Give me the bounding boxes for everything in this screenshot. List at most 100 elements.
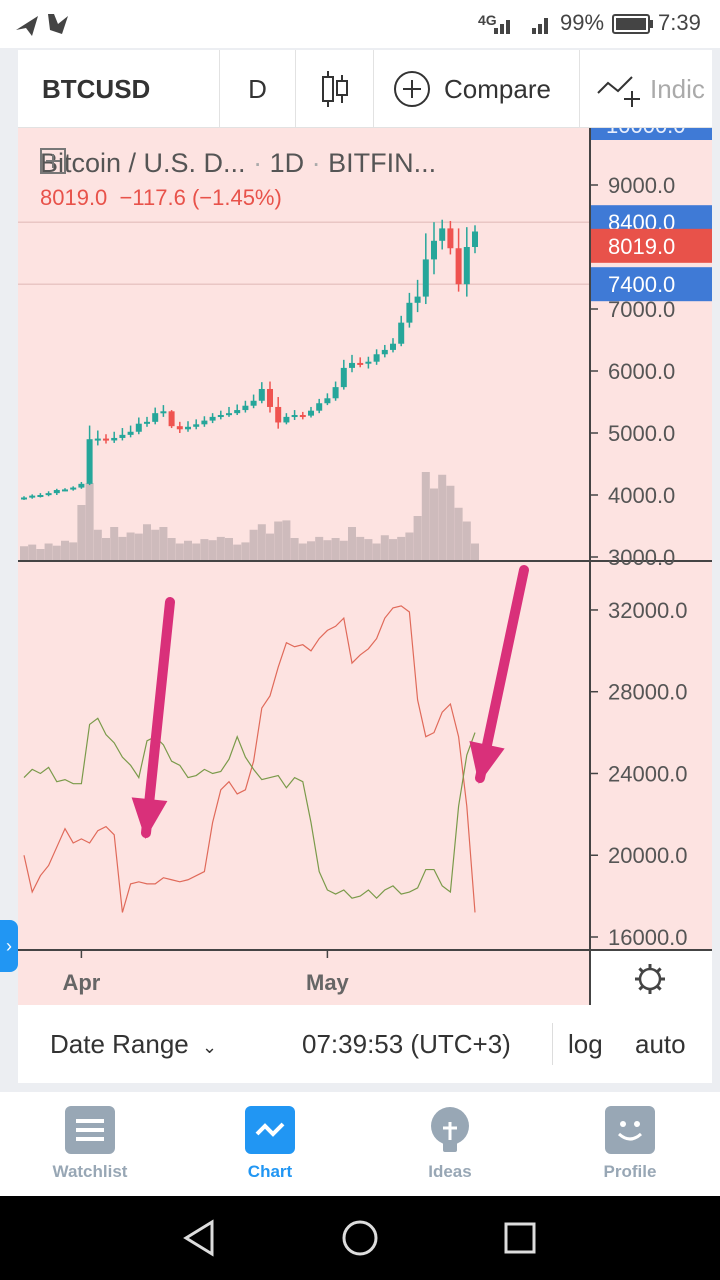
volume-bar [20,546,28,560]
volume-bar [134,533,143,560]
volume-bar [249,529,258,560]
interval-label: D [248,73,267,104]
candle-body [275,406,282,423]
candlestick-icon [321,71,348,107]
legend-change-pct: (−1.45%) [191,185,282,210]
chart-type-button[interactable] [296,50,374,127]
candle-body [242,405,249,411]
indicator-tick-label: 16000.0 [608,925,688,950]
candle-body [357,362,364,365]
symbol-label: BTCUSD [42,73,151,104]
candle-body [234,410,241,414]
candle-body [463,247,470,285]
status-bar: 4G 99% 7:39 [0,0,720,48]
battery-percent: 99% [560,10,605,35]
candle-body [103,438,109,441]
volume-bar [225,538,233,560]
nav-label: Chart [247,1162,293,1181]
candle-body [135,423,142,432]
legend-price: 8019.0 −117.6 (−1.45%) [40,185,436,211]
chart-canvas[interactable]: 10000.010000.09000.08000.07000.06000.050… [18,128,712,1005]
volume-bar [241,542,250,560]
expand-legend-icon[interactable] [40,148,66,174]
candle-body [201,420,208,425]
system-navigation-bar [0,1196,720,1280]
annotation-arrow-right-shaft [475,565,529,783]
divider [552,1023,553,1065]
price-badge [591,267,712,302]
candle-body [332,387,339,399]
price-tick-label: 3000.0 [608,545,675,570]
nav-profile[interactable]: Profile [570,1106,690,1182]
home-icon[interactable] [342,1220,378,1256]
volume-bar [175,543,184,560]
settings-gear-icon[interactable] [635,964,665,994]
volume-bar [446,485,455,560]
candle-body [21,497,27,500]
candle-body [111,437,118,441]
candle-body [414,296,421,303]
log-scale-toggle[interactable]: log [568,1029,603,1059]
symbol-button[interactable]: BTCUSD [18,50,220,127]
volume-bar [93,529,102,560]
interval-button[interactable]: D [220,50,296,127]
candle-body [94,438,101,441]
volume-bar [208,540,217,560]
indicators-icon [597,76,640,107]
legend-interval: 1D [269,148,305,178]
volume-bar [143,524,151,560]
candle-body [127,431,134,435]
volume-bar [69,542,78,560]
price-tick-top: 10000.0 [606,128,686,138]
volume-bar [61,540,69,560]
back-icon[interactable] [183,1219,214,1257]
nav-ideas[interactable]: Ideas [390,1106,510,1182]
volume-bar [323,540,332,560]
indicator-line-0 [23,605,476,913]
volume-bar [413,516,422,560]
volume-bar [44,543,53,560]
volume-bar [290,538,299,560]
candle-body [381,349,388,355]
chart-area[interactable]: 10000.010000.09000.08000.07000.06000.050… [18,128,712,1005]
nav-label: Profile [603,1162,657,1181]
network-type-label: 4G [478,12,497,28]
volume-bar [85,483,94,560]
candle-body [365,361,372,364]
volume-bar [364,539,373,560]
candle-body [472,231,478,247]
candle-body [152,413,159,422]
recents-icon[interactable] [504,1222,536,1254]
volume-bar [331,538,340,560]
nav-label: Watchlist [52,1162,128,1181]
candle-body [119,434,126,438]
candle-body [258,388,265,401]
volume-bar [315,536,324,560]
nav-chart[interactable]: Chart [210,1106,330,1182]
compare-button[interactable]: Compare [374,50,580,127]
auto-scale-toggle[interactable]: auto [635,1029,686,1059]
volume-bar [159,527,168,560]
timezone-clock[interactable]: 07:39:53 (UTC+3) [302,1029,511,1059]
indicators-button[interactable]: Indic [580,50,712,127]
clock: 7:39 [658,10,701,35]
legend-last-price: 8019.0 [40,185,108,210]
nav-label: Ideas [428,1162,472,1181]
annotation-arrow-left-head [131,797,168,839]
volume-bar [282,520,291,560]
side-panel-handle[interactable]: › [0,920,18,972]
price-tick-label: 9000.0 [608,173,675,198]
volume-bar [274,521,283,560]
volume-bar [421,472,430,560]
volume-bar [405,532,414,560]
volume-bar [397,536,406,560]
legend-title: Bitcoin / U.S. D... [40,148,246,178]
chart-legend: Bitcoin / U.S. D... · 1D · BITFIN... 801… [40,148,437,211]
volume-bar [356,536,365,560]
candle-body [193,424,200,427]
candle-body [390,343,396,350]
date-range-button[interactable]: Date Range ⌄ [50,1029,217,1060]
nav-watchlist[interactable]: Watchlist [30,1106,150,1182]
candle-body [176,426,183,430]
indicator-line-1 [23,717,476,900]
